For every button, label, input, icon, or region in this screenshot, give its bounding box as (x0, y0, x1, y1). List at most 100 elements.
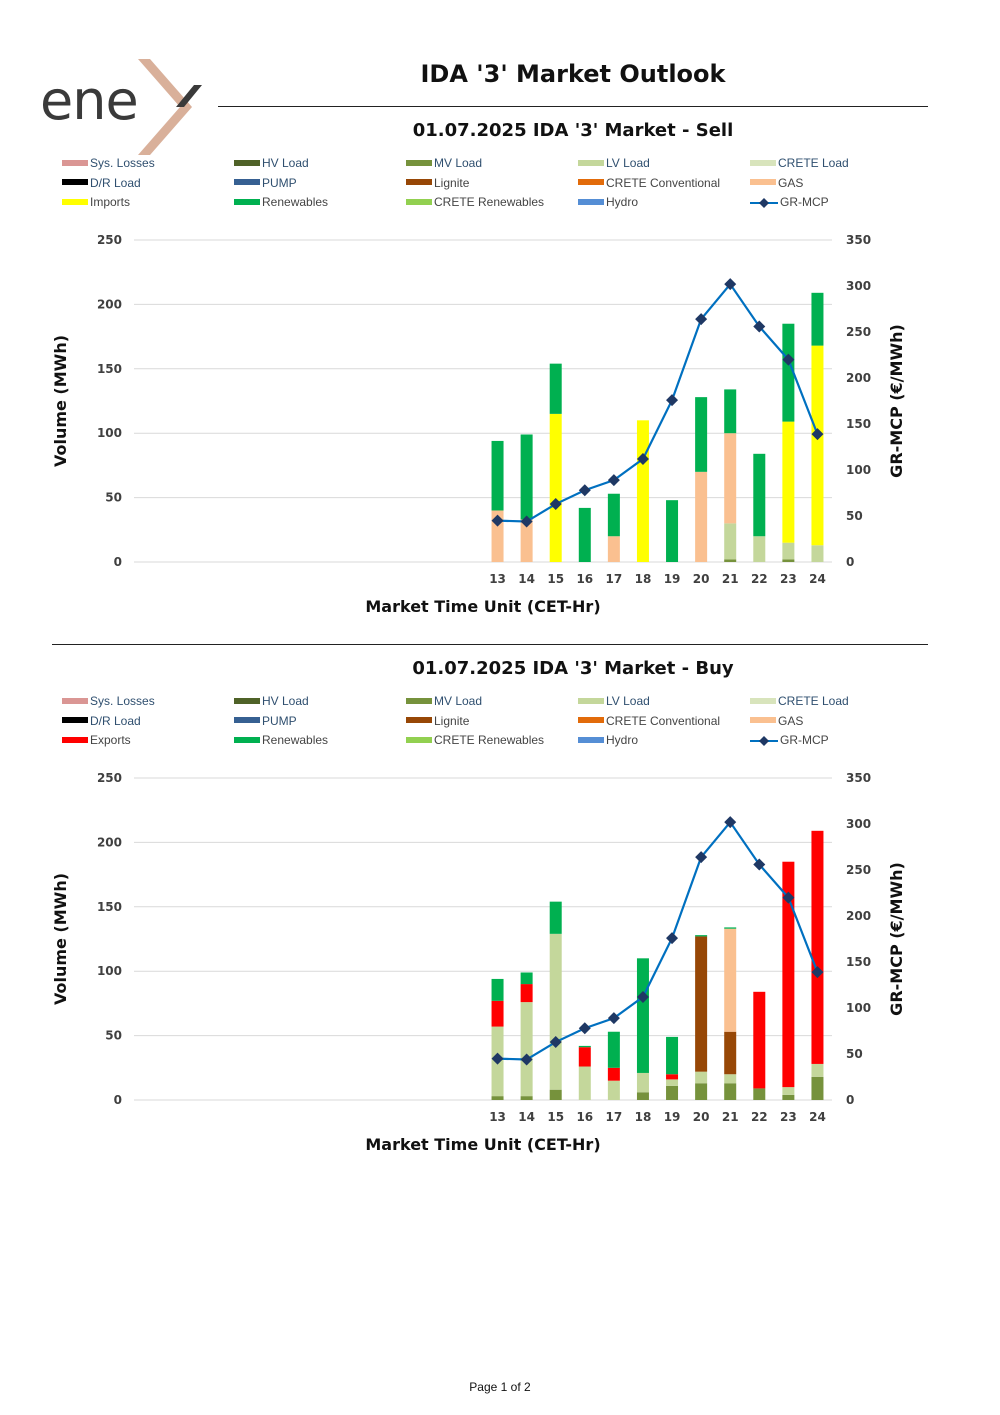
gr-mcp-line (497, 820, 819, 1061)
gr-mcp-line (497, 282, 819, 523)
bar-renewables-17 (607, 1031, 620, 1068)
gr-mcp-point-24 (811, 428, 824, 441)
bar-renewables-15 (549, 901, 562, 934)
legend-label: PUMP (262, 713, 297, 728)
legend-label: GR-MCP (780, 733, 829, 747)
legend-item-crete-conventional: CRETE Conventional (578, 176, 720, 192)
bar-gas-17 (607, 536, 620, 562)
y2-tick-label: 50 (846, 1047, 863, 1061)
bar-lv-load-18 (636, 1072, 649, 1093)
bar-exports-24 (811, 830, 824, 1064)
gr-mcp-point-15 (549, 498, 562, 511)
title-divider (218, 106, 928, 107)
bar-mv-load-22 (753, 1088, 766, 1100)
legend-label: CRETE Load (778, 156, 849, 170)
bar-renewables-21 (724, 389, 737, 434)
gr-mcp-point-20 (695, 313, 708, 326)
x-axis-title: Market Time Unit (CET-Hr) (365, 1135, 600, 1154)
legend-label: Lignite (434, 713, 470, 728)
y2-tick-label: 0 (846, 555, 854, 569)
legend-item-pump: PUMP (234, 714, 297, 730)
bar-renewables-19 (666, 1036, 679, 1075)
legend-swatch-lv-load (578, 697, 604, 704)
bar-renewables-22 (753, 453, 766, 537)
bar-exports-16 (578, 1047, 591, 1067)
page-number: Page 1 of 2 (469, 1380, 531, 1394)
bar-renewables-18 (636, 958, 649, 1073)
legend-item-renewables: Renewables (234, 733, 328, 749)
x-tick-label: 19 (664, 572, 681, 586)
bar-renewables-21 (724, 927, 737, 929)
gr-mcp-point-15 (549, 1036, 562, 1049)
y2-tick-label: 100 (846, 1001, 871, 1015)
legend-label: CRETE Conventional (606, 175, 721, 190)
bar-renewables-20 (695, 935, 708, 937)
gr-mcp-point-18 (636, 990, 649, 1003)
gr-mcp-point-19 (666, 932, 679, 945)
bar-gas-20 (695, 471, 708, 562)
x-tick-label: 19 (664, 1110, 681, 1124)
legend-swatch-pump (234, 179, 260, 186)
y2-tick-label: 200 (846, 371, 871, 385)
legend-label: Hydro (606, 733, 639, 747)
legend-label: LV Load (606, 156, 650, 170)
x-tick-label: 21 (722, 1110, 739, 1124)
bar-lv-load-24 (811, 545, 824, 562)
x-tick-label: 21 (722, 572, 739, 586)
gr-mcp-point-17 (607, 1012, 620, 1025)
bar-lv-load-16 (578, 1066, 591, 1100)
legend-swatch-gas (750, 717, 776, 724)
bar-exports-19 (666, 1074, 679, 1080)
x-tick-label: 22 (751, 1110, 768, 1124)
y2-tick-label: 250 (846, 325, 871, 339)
bar-lv-load-23 (782, 1087, 795, 1095)
y2-tick-label: 0 (846, 1093, 854, 1107)
sell-legend: Sys. Losses HV Load MV Load LV Load CRETE Lo… (62, 156, 922, 220)
y-tick-label: 150 (97, 900, 122, 914)
bar-mv-load-21 (724, 559, 737, 562)
legend-item-lv-load: LV Load (578, 694, 650, 710)
legend-item-crete-renewables: CRETE Renewables (406, 195, 544, 211)
sell-plot: 0 50 100 150 200 250 0 50 100 150 200 250 300 350 13 14… (51, 233, 906, 616)
legend-swatch-crete-conventional (578, 717, 604, 724)
bar-mv-load-24 (811, 1076, 824, 1100)
legend-swatch-crete-conventional (578, 179, 604, 186)
buy-chart: 01.07.2025 IDA '3' Market - Buy Sys. Los… (0, 658, 1000, 1158)
bar-mv-load-23 (782, 1094, 795, 1100)
y-axis-title: Volume (MWh) (51, 335, 70, 467)
legend-label: GAS (778, 175, 804, 190)
legend-label: HV Load (262, 694, 309, 708)
legend-item-dr-load: D/R Load (62, 714, 141, 730)
gr-mcp-point-13 (491, 1052, 504, 1065)
bar-renewables-16 (578, 507, 591, 562)
legend-item-mv-load: MV Load (406, 156, 482, 172)
legend-label: Renewables (262, 195, 329, 209)
x-tick-label: 13 (489, 1110, 506, 1124)
bar-lv-load-17 (607, 1080, 620, 1100)
legend-item-hydro: Hydro (578, 733, 638, 749)
bar-gas-14 (520, 519, 533, 562)
y-axis-title: Volume (MWh) (51, 873, 70, 1005)
y-tick-label: 0 (114, 555, 122, 569)
legend-swatch-gr-mcp (750, 197, 778, 208)
y-tick-label: 0 (114, 1093, 122, 1107)
bar-mv-load-18 (636, 1092, 649, 1100)
bar-gas-21 (724, 433, 737, 524)
legend-item-gr-mcp: GR-MCP (750, 733, 829, 749)
bar-renewables-14 (520, 972, 533, 985)
legend-swatch-crete-load (750, 159, 776, 166)
bar-mv-load-20 (695, 1083, 708, 1100)
legend-label: MV Load (434, 694, 483, 708)
legend-swatch-mv-load (406, 697, 432, 704)
logo-chevron-mark (138, 59, 202, 155)
legend-label: HV Load (262, 156, 309, 170)
x-tick-label: 22 (751, 572, 768, 586)
gr-mcp-point-22 (753, 858, 766, 871)
x-tick-label: 16 (576, 1110, 593, 1124)
legend-label: Sys. Losses (90, 156, 155, 170)
legend-item-flow: Exports (62, 733, 131, 749)
bar-imports-24 (811, 345, 824, 546)
legend-label: Renewables (262, 733, 329, 747)
legend-swatch-dr-load (62, 717, 88, 724)
y-tick-label: 250 (97, 771, 122, 785)
